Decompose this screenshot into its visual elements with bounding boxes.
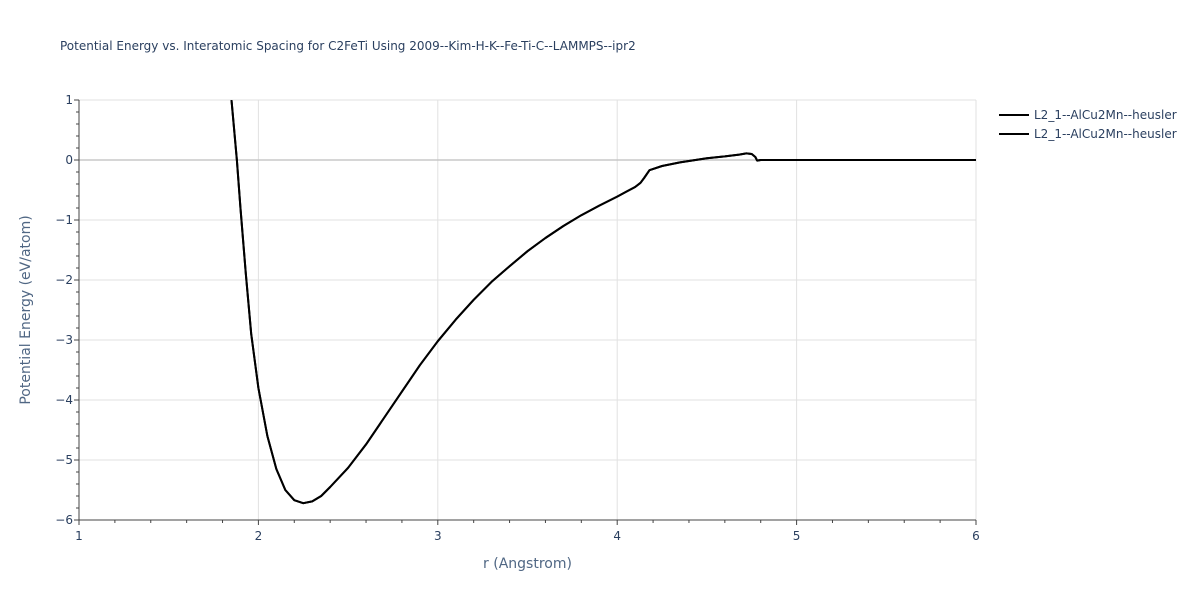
- y-tick-label: −5: [55, 453, 73, 467]
- chart-title: Potential Energy vs. Interatomic Spacing…: [60, 39, 636, 53]
- legend-label: L2_1--AlCu2Mn--heusler: [1034, 127, 1177, 141]
- y-tick-label: −3: [55, 333, 73, 347]
- y-axis-title: Potential Energy (eV/atom): [18, 215, 34, 404]
- y-tick-label: −4: [55, 393, 73, 407]
- grid: [79, 99, 977, 520]
- x-tick-label: 3: [434, 529, 442, 543]
- x-axis-title: r (Angstrom): [483, 556, 572, 572]
- series-line-2: [230, 100, 976, 505]
- y-tick-label: 1: [65, 93, 73, 107]
- legend-item-2[interactable]: L2_1--AlCu2Mn--heusler: [999, 127, 1177, 141]
- y-tick-label: 0: [65, 153, 73, 167]
- axes: 1 2 3 4 5 6 1 0 −1 −2 −3 −4 −5 −6: [55, 93, 980, 543]
- legend-item-1[interactable]: L2_1--AlCu2Mn--heusler: [999, 108, 1177, 122]
- x-tick-label: 4: [613, 529, 621, 543]
- y-tick-label: −1: [55, 213, 73, 227]
- series-layer: [230, 100, 976, 505]
- x-tick-label: 5: [793, 529, 801, 543]
- x-tick-label: 1: [75, 529, 83, 543]
- legend-label: L2_1--AlCu2Mn--heusler: [1034, 108, 1177, 122]
- y-tick-label: −2: [55, 273, 73, 287]
- y-tick-label: −6: [55, 513, 73, 527]
- legend: L2_1--AlCu2Mn--heusler L2_1--AlCu2Mn--heu…: [999, 108, 1177, 141]
- x-tick-label: 2: [255, 529, 263, 543]
- x-tick-label: 6: [972, 529, 980, 543]
